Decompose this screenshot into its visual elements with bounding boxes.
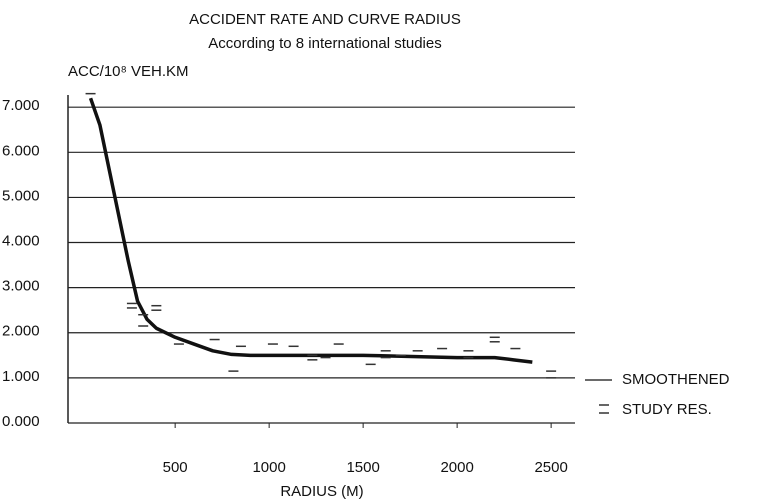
smoothed-line bbox=[88, 97, 533, 364]
x-tick-label: 1000 bbox=[252, 459, 285, 476]
x-axis-label: RADIUS (M) bbox=[280, 483, 363, 500]
y-tick-label: 1.000 bbox=[2, 368, 40, 385]
x-tick-label: 2500 bbox=[534, 459, 567, 476]
legend-label: SMOOTHENED bbox=[622, 371, 730, 388]
y-axis-label: ACC/10⁸ VEH.KM bbox=[68, 63, 189, 80]
y-tick-label: 6.000 bbox=[2, 142, 40, 159]
x-tick-label: 1500 bbox=[346, 459, 379, 476]
legend-label: STUDY RES. bbox=[622, 401, 712, 418]
chart-title: ACCIDENT RATE AND CURVE RADIUS bbox=[189, 11, 461, 28]
y-tick-label: 0.000 bbox=[2, 413, 40, 430]
y-tick-label: 4.000 bbox=[2, 233, 40, 250]
y-tick-label: 3.000 bbox=[2, 278, 40, 295]
y-tick-label: 7.000 bbox=[2, 97, 40, 114]
x-tick-label: 500 bbox=[163, 459, 188, 476]
chart-subtitle: According to 8 international studies bbox=[208, 35, 441, 52]
y-tick-label: 5.000 bbox=[2, 187, 40, 204]
y-tick-label: 2.000 bbox=[2, 323, 40, 340]
x-tick-label: 2000 bbox=[440, 459, 473, 476]
